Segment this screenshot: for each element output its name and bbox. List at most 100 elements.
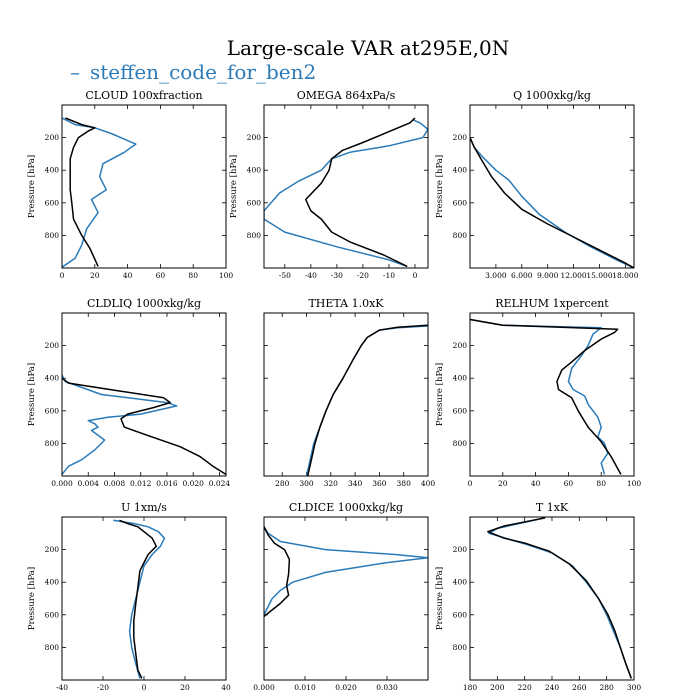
y-tick-label: 600 [45, 610, 60, 619]
y-tick-label: 800 [247, 231, 262, 240]
y-tick-label: 600 [45, 406, 60, 415]
x-tick-label: 0.008 [104, 479, 126, 488]
panel-title: THETA 1.0xK [308, 297, 384, 310]
x-tick-label: 40 [123, 271, 133, 280]
series-line-blue [62, 117, 137, 268]
x-tick-label: -50 [279, 271, 291, 280]
plot-frame [469, 516, 635, 681]
panel-title: CLDLIQ 1000xkg/kg [87, 297, 201, 310]
x-tick-label: 20 [180, 683, 190, 692]
y-tick-label: 800 [453, 439, 468, 448]
x-tick-label: 0.012 [130, 479, 152, 488]
y-tick-label: 200 [453, 133, 468, 142]
x-tick-label: -40 [305, 271, 317, 280]
x-tick-label: 280 [275, 479, 290, 488]
y-tick-label: 200 [453, 341, 468, 350]
y-tick-label: 200 [45, 133, 60, 142]
plot-frame [263, 104, 429, 269]
series-line-black [65, 117, 99, 267]
y-tick-label: 600 [453, 198, 468, 207]
legend-symbol: – [70, 60, 80, 84]
panel-6: RELHUM 1xpercent Pressure [hPa] 0 20 40 60 80 1… [435, 297, 641, 488]
x-tick-label: 15.000 [586, 271, 612, 280]
x-tick-label: 0.010 [294, 683, 316, 692]
x-tick-label: -20 [97, 683, 109, 692]
x-tick-label: 0.020 [182, 479, 204, 488]
x-tick-label: -10 [383, 271, 395, 280]
panel-title: CLOUD 100xfraction [85, 89, 202, 102]
y-tick-label: 200 [45, 341, 60, 350]
y-axis-label: Pressure [hPa] [27, 363, 37, 426]
x-tick-label: 0.000 [51, 479, 73, 488]
x-tick-label: 100 [219, 271, 234, 280]
y-tick-label: 600 [453, 610, 468, 619]
y-axis-label: Pressure [hPa] [435, 567, 445, 630]
figure-title: Large-scale VAR at295E,0N [227, 36, 509, 60]
panel-title: OMEGA 864xPa/s [297, 89, 396, 102]
x-tick-label: 280 [600, 683, 615, 692]
y-tick-label: 200 [453, 545, 468, 554]
series-line-black [264, 526, 291, 617]
y-tick-label: 400 [453, 374, 468, 383]
y-tick-label: 800 [45, 439, 60, 448]
x-tick-label: 380 [397, 479, 412, 488]
x-tick-label: 0 [60, 271, 65, 280]
plot-frame [61, 104, 227, 269]
x-tick-label: 40 [221, 683, 231, 692]
x-tick-label: 300 [299, 479, 314, 488]
x-tick-label: 0.020 [335, 683, 357, 692]
series-line-blue [488, 517, 633, 679]
y-tick-label: 600 [453, 406, 468, 415]
y-axis-label: Pressure [hPa] [229, 155, 239, 218]
series-line-black [470, 318, 622, 475]
panel-title: RELHUM 1xpercent [495, 297, 609, 310]
x-tick-label: 100 [627, 479, 642, 488]
series-line-black [304, 117, 416, 268]
x-tick-label: 180 [463, 683, 478, 692]
x-tick-label: 0 [468, 479, 473, 488]
series-line-black [487, 517, 633, 679]
plot-frame [469, 104, 635, 269]
y-tick-label: 200 [247, 133, 262, 142]
x-tick-label: 0.016 [156, 479, 178, 488]
panel-2: OMEGA 864xPa/s Pressure [hPa] -50 -40 -30 -20… [229, 89, 429, 280]
legend-label: steffen_code_for_ben2 [90, 60, 316, 84]
panel-title: T 1xK [536, 501, 569, 514]
series-line-blue [305, 325, 428, 476]
x-tick-label: 20 [90, 271, 100, 280]
x-tick-label: 0.000 [253, 683, 275, 692]
series-line-black [306, 324, 428, 476]
x-tick-label: 60 [564, 479, 574, 488]
panel-8: CLDICE 1000xkg/kg 0.000 0.010 0.020 0.030 [253, 501, 429, 692]
panel-1: CLOUD 100xfraction Pressure [hPa] 0 20 40 60 8… [27, 89, 233, 280]
y-tick-label: 600 [247, 198, 262, 207]
series-line-blue [470, 137, 634, 268]
panel-9: T 1xK Pressure [hPa] 180 200 220 240 260 280 300… [435, 501, 641, 692]
series-line-blue [264, 119, 428, 268]
panel-title: Q 1000xkg/kg [513, 89, 591, 102]
series-line-black [62, 377, 226, 476]
plot-frame [263, 312, 429, 477]
x-tick-label: 12.000 [560, 271, 586, 280]
y-axis-label: Pressure [hPa] [435, 155, 445, 218]
series-line-black [119, 519, 158, 679]
x-tick-label: 0 [413, 271, 418, 280]
x-tick-label: 240 [545, 683, 560, 692]
x-tick-label: 300 [627, 683, 642, 692]
panel-5: THETA 1.0xK 280 300 320 340 360 380 400 [263, 297, 435, 488]
legend: – steffen_code_for_ben2 [70, 60, 316, 84]
y-tick-label: 800 [45, 643, 60, 652]
plot-frame [61, 312, 227, 477]
y-tick-label: 400 [247, 166, 262, 175]
panel-4: CLDLIQ 1000xkg/kg Pressure [hPa] 0.000 0.00… [27, 297, 230, 488]
y-axis-label: Pressure [hPa] [27, 567, 37, 630]
plot-frame [469, 312, 635, 477]
y-axis-label: Pressure [hPa] [27, 155, 37, 218]
panel-3: Q 1000xkg/kg Pressure [hPa] 3.000 6.000 9.00… [435, 89, 639, 280]
x-tick-label: 260 [572, 683, 587, 692]
y-tick-label: 800 [453, 231, 468, 240]
series-line-blue [264, 526, 428, 616]
panel-title: U 1xm/s [121, 501, 167, 514]
y-tick-label: 200 [45, 545, 60, 554]
